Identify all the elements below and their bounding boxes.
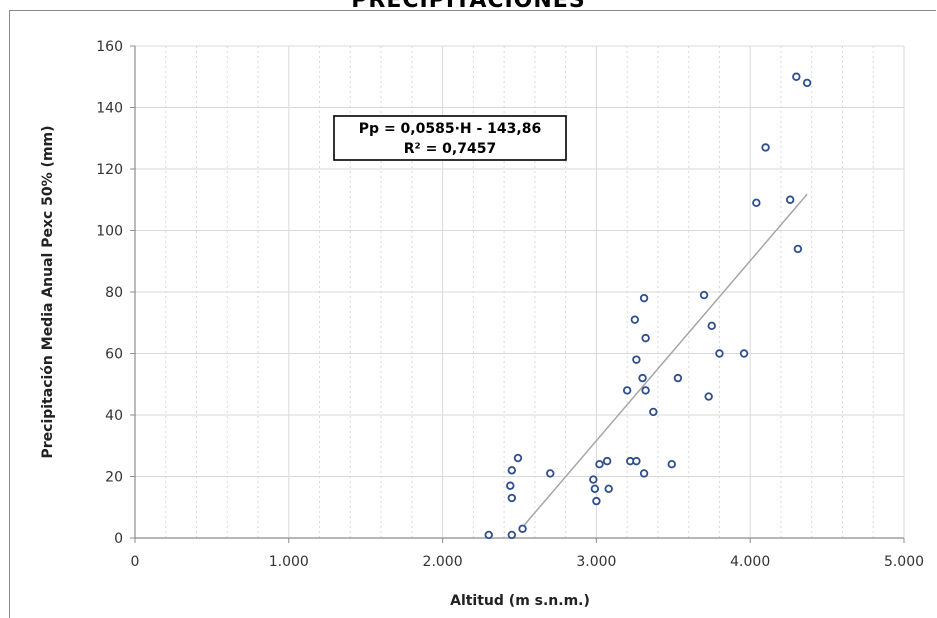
y-tick-label: 100 [96,224,123,240]
y-tick-label: 0 [114,531,123,547]
data-point [632,355,641,364]
y-tick-label: 60 [105,347,123,363]
chart-frame [9,10,936,618]
data-point [641,386,650,395]
trendline-annotation: Pp = 0,0585·H - 143,86 R² = 0,7457 [333,115,567,161]
data-point [484,530,493,540]
trendline-layer [518,193,808,532]
data-point [802,78,812,88]
data-point [785,195,795,204]
data-point [592,496,601,506]
data-point [739,349,749,358]
data-points [484,72,812,540]
data-point [704,392,713,401]
x-axis-title: Altitud (m s.n.m.) [450,593,590,609]
y-tick-label: 120 [96,162,123,178]
data-point [673,373,683,383]
data-point [649,407,658,417]
x-tick-label: 0 [131,554,140,570]
y-tick-label: 80 [105,285,123,301]
data-point [639,293,649,303]
data-point [792,72,801,81]
data-point [595,460,604,469]
data-point [632,456,641,466]
data-point [507,493,517,503]
data-point [622,386,632,395]
tick-labels: 0 1.000 2.000 3.000 4.000 5.000 0 20 40 60 80 100 12… [96,39,924,570]
y-tick-label: 20 [105,470,123,486]
data-point [639,469,649,478]
data-point [546,469,555,478]
annotation-box [333,115,567,161]
data-point [707,321,716,331]
data-point [507,530,517,540]
data-point [715,349,724,358]
data-point [590,484,600,493]
chart-title: PRECIPITACIONES [351,0,586,13]
axes [130,45,905,543]
x-tick-label: 1.000 [269,554,309,570]
data-point [602,456,612,466]
data-point [761,143,770,152]
data-point [589,475,598,484]
data-point [506,481,515,490]
data-point [513,453,523,463]
y-tick-label: 140 [96,101,123,117]
data-point [793,244,803,254]
data-point [641,333,650,343]
y-axis-title: Precipitación Media Anual Pexc 50% (mm) [40,125,56,458]
data-point [507,466,517,475]
equation-label: Pp = 0,0585·H - 143,86 [359,121,541,137]
y-tick-label: 160 [96,39,123,55]
data-point [518,524,527,533]
r-squared-label: R² = 0,7457 [404,141,496,157]
data-point [667,460,676,469]
data-point [630,315,640,324]
data-point [699,290,709,300]
trendline [518,193,808,532]
data-point [638,373,647,383]
x-tick-label: 5.000 [884,554,924,570]
x-tick-label: 3.000 [576,554,616,570]
x-tick-label: 2.000 [423,554,463,570]
y-tick-label: 40 [105,408,123,424]
grid-lines [135,45,905,538]
data-point [752,198,761,208]
x-tick-label: 4.000 [730,554,770,570]
data-point [604,484,613,493]
